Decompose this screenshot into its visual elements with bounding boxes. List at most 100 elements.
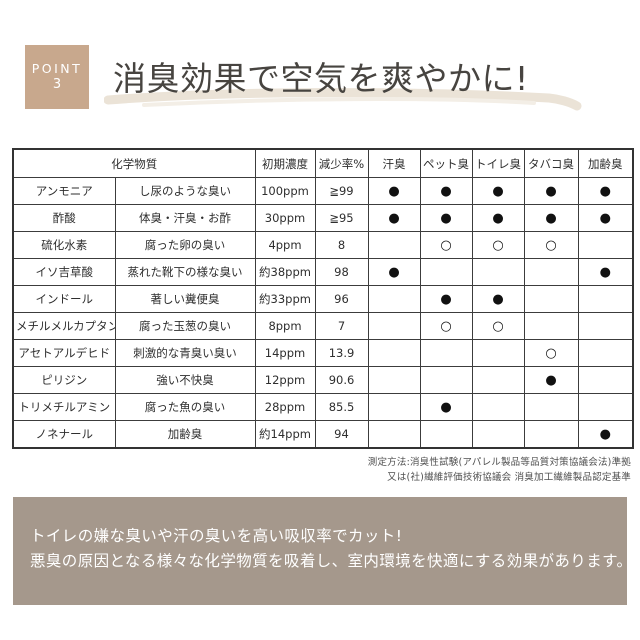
mark-sweat <box>367 285 421 313</box>
mark-aging: ● <box>577 420 634 449</box>
chemical-name: 硫化水素 <box>12 231 116 259</box>
mark-aging: ● <box>577 204 634 232</box>
mark-tobacco <box>523 285 579 313</box>
callout-line-2: 悪臭の原因となる様々な化学物質を吸着し、室内環境を快適にする効果があります。 <box>30 552 633 571</box>
table-row: アセトアルデヒド 刺激的な青臭い臭い 14ppm 13.9 ○ <box>12 339 634 367</box>
initial-concentration: 約38ppm <box>254 258 316 286</box>
odor-description: 加齢臭 <box>114 420 256 449</box>
mark-sweat <box>367 339 421 367</box>
mark-pet: ● <box>419 177 473 205</box>
table-row: アンモニア し尿のような臭い 100ppm ≧99 ● ● ● ● ● <box>12 177 634 205</box>
odor-description: 著しい糞便臭 <box>114 285 256 313</box>
mark-tobacco: ● <box>523 204 579 232</box>
initial-concentration: 28ppm <box>254 393 316 421</box>
mark-toilet <box>471 393 525 421</box>
odor-description: 強い不快臭 <box>114 366 256 394</box>
mark-pet: ○ <box>419 231 473 259</box>
mark-aging: ● <box>577 177 634 205</box>
col-header-sweat-odor: 汗臭 <box>367 148 421 178</box>
mark-sweat <box>367 393 421 421</box>
table-row: トリメチルアミン 腐った魚の臭い 28ppm 85.5 ● <box>12 393 634 421</box>
initial-concentration: 14ppm <box>254 339 316 367</box>
col-header-pet-odor: ペット臭 <box>419 148 473 178</box>
col-header-tobacco-odor: タバコ臭 <box>523 148 579 178</box>
point-badge: POINT 3 <box>25 45 89 109</box>
callout-line-1: トイレの嫌な臭いや汗の臭いを高い吸収率でカット! <box>30 527 403 545</box>
odor-description: 腐った卵の臭い <box>114 231 256 259</box>
initial-concentration: 100ppm <box>254 177 316 205</box>
mark-toilet <box>471 420 525 449</box>
mark-sweat <box>367 366 421 394</box>
col-header-initial-concentration: 初期濃度 <box>254 148 316 178</box>
mark-toilet: ○ <box>471 231 525 259</box>
mark-pet <box>419 339 473 367</box>
chemical-name: アセトアルデヒド <box>12 339 116 367</box>
initial-concentration: 30ppm <box>254 204 316 232</box>
chemical-name: メチルメルカプタン <box>12 312 116 340</box>
initial-concentration: 12ppm <box>254 366 316 394</box>
mark-pet: ● <box>419 393 473 421</box>
mark-toilet: ● <box>471 285 525 313</box>
reduction-rate: 94 <box>314 420 369 449</box>
mark-pet <box>419 420 473 449</box>
point-badge-number: 3 <box>52 76 62 92</box>
reduction-rate: 13.9 <box>314 339 369 367</box>
mark-sweat <box>367 312 421 340</box>
table-row: メチルメルカプタン 腐った玉葱の臭い 8ppm 7 ○ ○ <box>12 312 634 340</box>
odor-description: 腐った魚の臭い <box>114 393 256 421</box>
mark-tobacco <box>523 312 579 340</box>
table-header-row: 化学物質 初期濃度 減少率% 汗臭 ペット臭 トイレ臭 タバコ臭 加齢臭 <box>12 148 634 178</box>
col-header-toilet-odor: トイレ臭 <box>471 148 525 178</box>
chemical-name: アンモニア <box>12 177 116 205</box>
reduction-rate: 7 <box>314 312 369 340</box>
reduction-rate: 98 <box>314 258 369 286</box>
reduction-rate: ≧95 <box>314 204 369 232</box>
reduction-rate: ≧99 <box>314 177 369 205</box>
mark-toilet <box>471 366 525 394</box>
initial-concentration: 8ppm <box>254 312 316 340</box>
col-header-aging-odor: 加齢臭 <box>577 148 634 178</box>
chemical-name: イソ吉草酸 <box>12 258 116 286</box>
mark-aging: ● <box>577 258 634 286</box>
mark-pet <box>419 366 473 394</box>
mark-pet: ○ <box>419 312 473 340</box>
initial-concentration: 約14ppm <box>254 420 316 449</box>
reduction-rate: 8 <box>314 231 369 259</box>
mark-aging <box>577 231 634 259</box>
point-badge-label: POINT <box>31 61 83 77</box>
mark-sweat: ● <box>367 204 421 232</box>
footnote-line-1: 測定方法:消臭性試験(アパレル製品等品質対策協議会法)準拠 <box>367 457 631 468</box>
table-row: イソ吉草酸 蒸れた靴下の様な臭い 約38ppm 98 ● ● <box>12 258 634 286</box>
chemical-name: ノネナール <box>12 420 116 449</box>
mark-aging <box>577 285 634 313</box>
callout-box: トイレの嫌な臭いや汗の臭いを高い吸収率でカット! 悪臭の原因となる様々な化学物質… <box>13 497 633 605</box>
chemical-name: インドール <box>12 285 116 313</box>
col-header-chemical: 化学物質 <box>12 148 256 178</box>
mark-tobacco: ● <box>523 177 579 205</box>
odor-table: 化学物質 初期濃度 減少率% 汗臭 ペット臭 トイレ臭 タバコ臭 加齢臭 アンモ… <box>12 148 634 449</box>
mark-toilet: ● <box>471 177 525 205</box>
odor-description: 刺激的な青臭い臭い <box>114 339 256 367</box>
mark-pet: ● <box>419 285 473 313</box>
col-header-reduction-rate: 減少率% <box>314 148 369 178</box>
mark-tobacco: ○ <box>523 231 579 259</box>
odor-description: 体臭・汗臭・お酢 <box>114 204 256 232</box>
mark-tobacco <box>523 420 579 449</box>
footnote-line-2: 又は(社)繊維評価技術協議会 消臭加工繊維製品認定基準 <box>387 471 631 483</box>
mark-tobacco <box>523 258 579 286</box>
mark-toilet: ● <box>471 204 525 232</box>
mark-pet: ● <box>419 204 473 232</box>
table-row: インドール 著しい糞便臭 約33ppm 96 ● ● <box>12 285 634 313</box>
odor-description: 蒸れた靴下の様な臭い <box>114 258 256 286</box>
initial-concentration: 4ppm <box>254 231 316 259</box>
mark-sweat: ● <box>367 258 421 286</box>
title-underline-brush-icon <box>104 88 582 111</box>
mark-tobacco <box>523 393 579 421</box>
reduction-rate: 90.6 <box>314 366 369 394</box>
mark-sweat <box>367 231 421 259</box>
reduction-rate: 96 <box>314 285 369 313</box>
chemical-name: トリメチルアミン <box>12 393 116 421</box>
initial-concentration: 約33ppm <box>254 285 316 313</box>
mark-tobacco: ○ <box>523 339 579 367</box>
